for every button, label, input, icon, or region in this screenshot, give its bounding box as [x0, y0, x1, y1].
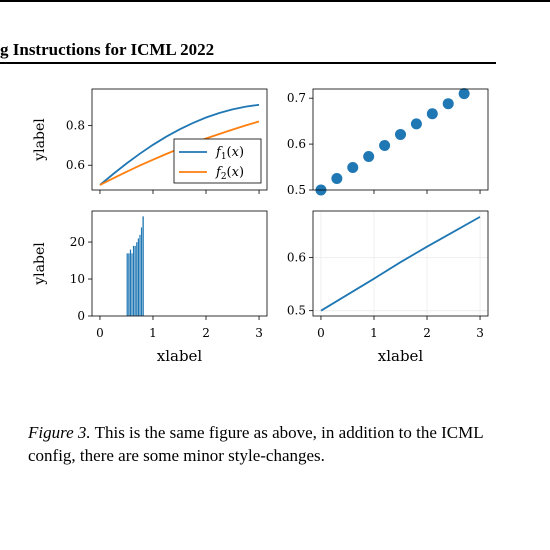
y-tick-label: 0	[77, 309, 85, 323]
legend-label-2: f2(x)	[215, 165, 244, 182]
histogram-bar	[131, 252, 133, 317]
scatter-point	[426, 108, 438, 120]
scatter-point	[442, 98, 454, 110]
top-rule	[0, 0, 550, 2]
scatter-point	[379, 139, 391, 151]
axes-frame	[91, 210, 268, 317]
axes-frame	[91, 88, 268, 191]
x-axis-label: xlabel	[157, 347, 203, 365]
legend-label-1: f1(x)	[215, 145, 244, 162]
scatter-point	[363, 150, 375, 162]
caption-text: This is the same figure as above, in add…	[28, 423, 483, 465]
y-tick-label: 10	[70, 272, 85, 286]
x-axis-label: xlabel	[378, 347, 424, 365]
x-tick-label: 1	[149, 326, 157, 340]
y-tick-label: 0.6	[287, 137, 306, 151]
y-tick-label: 0.6	[287, 250, 306, 264]
subplot-bottom-left: 0 1 2 3 0 10 20 ylabel xlabel	[32, 210, 268, 365]
histogram-bar	[134, 245, 137, 317]
y-tick-label: 0.6	[66, 158, 85, 172]
scatter-point	[410, 118, 422, 130]
x-tick-label: 0	[96, 326, 104, 340]
legend: f1(x) f2(x)	[173, 138, 262, 184]
series-line-1	[99, 103, 260, 186]
histogram-bar	[139, 234, 141, 317]
scatter-point	[331, 173, 343, 185]
histogram-bar	[126, 252, 129, 317]
histogram-bar	[142, 216, 145, 317]
histogram-bar	[140, 227, 143, 317]
y-tick-label: 0.7	[287, 91, 306, 105]
subplot-bottom-right: 0 1 2 3 0.5 0.6 xlabel	[287, 210, 489, 365]
subplot-top-left: 0.6 0.8 ylabel f1(x) f2(x)	[32, 88, 268, 194]
histogram-bar	[137, 238, 140, 317]
x-tick-label: 0	[317, 326, 325, 340]
x-tick-label: 2	[202, 326, 210, 340]
series-line-1	[320, 216, 481, 312]
legend-box	[173, 138, 262, 184]
caption-label: Figure 3.	[28, 423, 91, 442]
running-header-title: g Instructions for ICML 2022	[0, 40, 215, 59]
scatter-point	[458, 88, 470, 100]
y-tick-label: 0.5	[287, 183, 306, 197]
figure-caption: Figure 3. This is the same figure as abo…	[28, 421, 508, 467]
y-tick-label: 0.8	[66, 119, 85, 133]
x-tick-label: 1	[370, 326, 378, 340]
axes-frame	[312, 88, 489, 191]
axes-frame	[312, 210, 489, 317]
y-axis-label: ylabel	[32, 118, 48, 162]
x-tick-label: 3	[255, 326, 263, 340]
subplot-top-right: 0.5 0.6 0.7	[287, 88, 489, 197]
histogram-bar	[132, 245, 135, 317]
y-axis-label: ylabel	[32, 242, 48, 286]
x-tick-label: 3	[476, 326, 484, 340]
scatter-point	[347, 162, 359, 174]
scatter-point	[395, 128, 406, 140]
histogram-bar	[135, 241, 138, 317]
y-tick-label: 20	[70, 235, 85, 249]
header-rule	[0, 62, 496, 64]
x-tick-label: 2	[423, 326, 431, 340]
histogram-bar	[129, 249, 132, 317]
histogram-bar	[127, 252, 130, 317]
y-tick-label: 0.5	[287, 304, 306, 318]
